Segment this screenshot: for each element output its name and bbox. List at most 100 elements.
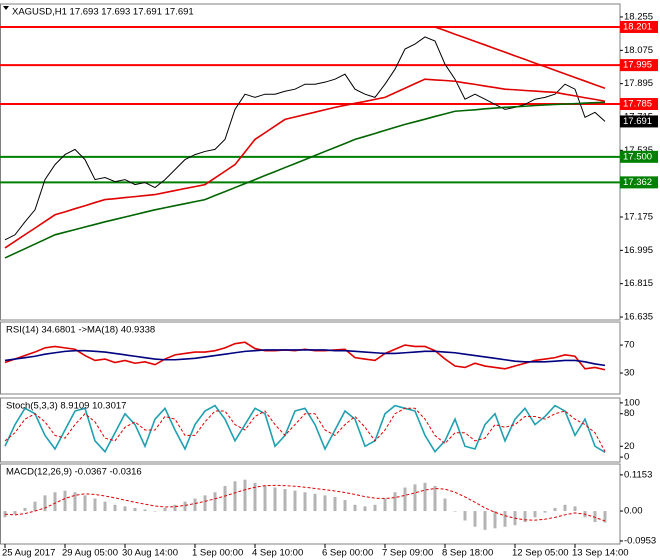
y-tick-label: 17.175	[624, 212, 653, 223]
panel-frame	[0, 463, 621, 545]
panel-frame	[0, 321, 621, 395]
level-label-box	[620, 98, 658, 111]
histogram-bar	[383, 498, 387, 512]
panel-title: MACD(12,26,9) -0.0367 -0.0316	[6, 467, 142, 478]
y-tick-label: 16.995	[624, 245, 653, 256]
histogram-bar	[53, 492, 57, 512]
y-tick-label: 0.1153	[624, 469, 652, 480]
price-label-box	[620, 115, 658, 128]
x-tick-label: 12 Sep 05:00	[512, 548, 569, 559]
histogram-bar	[463, 511, 467, 521]
panel-title: XAGUSD,H1 17.693 17.693 17.691 17.691	[12, 7, 194, 18]
level-label: 17.362	[623, 177, 652, 188]
histogram-bar	[3, 511, 7, 518]
histogram-bar	[483, 511, 487, 530]
histogram-bar	[103, 501, 107, 512]
series-line	[4, 78, 606, 249]
title-marker	[3, 6, 9, 10]
series-line	[4, 404, 606, 454]
histogram-bar	[173, 504, 177, 512]
histogram-bar	[13, 511, 17, 515]
y-tick-label: 30	[624, 368, 635, 379]
x-tick-label: 4 Sep 10:00	[252, 548, 303, 559]
histogram-bar	[323, 495, 327, 512]
y-tick-label: 18.255	[624, 11, 653, 22]
histogram-bar	[123, 506, 127, 512]
series-line	[4, 407, 606, 452]
histogram-bar	[253, 482, 257, 512]
histogram-bar	[113, 504, 117, 512]
histogram-bar	[293, 490, 297, 512]
histogram-bar	[63, 490, 67, 512]
level-label-box	[620, 20, 658, 33]
histogram-bar	[353, 504, 357, 512]
panel-title: Stoch(5,3,3) 8.9109 10.3017	[6, 401, 126, 412]
level-label-box	[620, 150, 658, 163]
histogram-bar	[233, 481, 237, 512]
histogram-bar	[503, 511, 507, 527]
series-line	[4, 36, 606, 241]
x-tick-label: 8 Sep 18:00	[442, 548, 493, 559]
y-tick-label: 70	[624, 340, 635, 351]
series-line	[4, 484, 606, 522]
series-line	[4, 349, 606, 367]
y-tick-label: 0.00	[624, 506, 643, 517]
x-tick-label: 13 Sep 14:00	[572, 548, 629, 559]
y-tick-label: 16.635	[624, 312, 653, 323]
histogram-bar	[343, 500, 347, 512]
y-tick-label: 0	[624, 452, 629, 463]
y-tick-label: 80	[624, 408, 635, 419]
histogram-bar	[83, 495, 87, 512]
histogram-bar	[473, 511, 477, 527]
price-label: 17.691	[623, 116, 652, 127]
y-tick-label: 100	[624, 397, 640, 408]
level-label: 17.785	[623, 99, 652, 110]
histogram-bar	[413, 484, 417, 512]
x-tick-label: 7 Sep 09:00	[382, 548, 433, 559]
x-tick-label: 6 Sep 00:00	[322, 548, 373, 559]
y-tick-label: 18.075	[624, 45, 653, 56]
level-label-box	[620, 176, 658, 189]
x-tick-label: 29 Aug 05:00	[62, 548, 118, 559]
y-tick-label: 20	[624, 441, 635, 452]
histogram-bar	[453, 511, 457, 512]
histogram-bar	[553, 507, 557, 512]
level-label-box	[620, 59, 658, 72]
histogram-bar	[73, 492, 77, 512]
histogram-bar	[23, 507, 27, 512]
histogram-bar	[333, 496, 337, 512]
histogram-bar	[303, 492, 307, 512]
y-tick-label: 16.815	[624, 278, 653, 289]
level-label: 17.500	[623, 151, 652, 162]
histogram-bar	[573, 506, 577, 512]
histogram-bar	[193, 498, 197, 512]
histogram-bar	[273, 487, 277, 512]
histogram-bar	[403, 487, 407, 512]
x-tick-label: 30 Aug 14:00	[122, 548, 178, 559]
x-tick-label: 1 Sep 00:00	[192, 548, 243, 559]
histogram-bar	[523, 511, 527, 523]
histogram-bar	[243, 479, 247, 512]
series-line	[4, 101, 606, 259]
histogram-bar	[373, 504, 377, 512]
histogram-bar	[593, 511, 597, 523]
histogram-bar	[433, 485, 437, 512]
histogram-bar	[163, 507, 167, 512]
histogram-bar	[493, 511, 497, 529]
histogram-bar	[213, 492, 217, 512]
panel-title: RSI(14) 34.6801 ->MA(18) 40.9338	[6, 325, 155, 336]
histogram-bar	[143, 509, 147, 512]
histogram-bar	[363, 506, 367, 512]
histogram-bar	[563, 504, 567, 512]
level-label: 18.201	[623, 21, 652, 32]
histogram-bar	[43, 495, 47, 512]
histogram-bar	[263, 485, 267, 512]
histogram-bar	[33, 501, 37, 512]
y-tick-label: 17.895	[624, 78, 653, 89]
level-label: 17.995	[623, 60, 652, 71]
histogram-bar	[153, 511, 157, 512]
histogram-bar	[133, 507, 137, 512]
histogram-bar	[423, 482, 427, 512]
histogram-bar	[603, 511, 607, 523]
